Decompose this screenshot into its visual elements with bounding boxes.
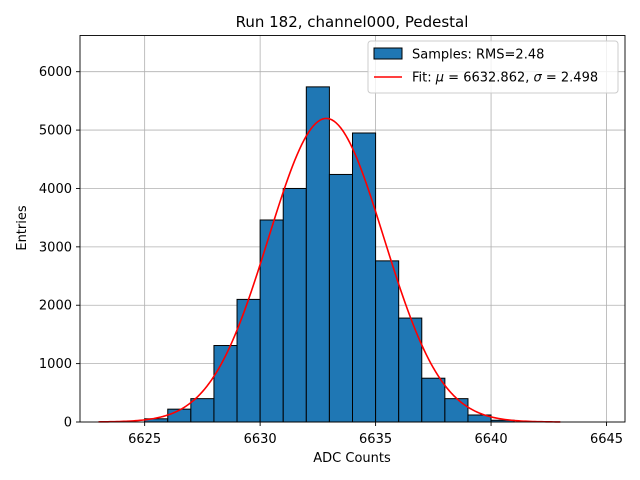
y-tick-label: 0 (64, 416, 72, 431)
histogram-bar (259, 219, 284, 423)
fit-label-prefix: Fit: (412, 71, 436, 86)
x-axis-ticks: 6625 6630 6635 6640 6645 (128, 422, 623, 447)
histogram-bars (144, 86, 515, 423)
histogram-bar (375, 260, 400, 423)
fit-mu-value: = 6632.862, (444, 71, 533, 86)
fit-mu-symbol: μ (435, 71, 444, 86)
legend-fit-label: Fit: μ = 6632.862, σ = 2.498 (412, 71, 598, 86)
x-axis-label: ADC Counts (313, 451, 391, 466)
x-tick-label: 6640 (475, 432, 508, 447)
legend-bar-swatch (373, 47, 403, 60)
legend-samples-label: Samples: RMS=2.48 (412, 48, 544, 63)
y-axis-ticks: 0 1000 2000 3000 4000 5000 6000 (39, 65, 80, 431)
x-tick-label: 6630 (244, 432, 277, 447)
histogram-bar (328, 173, 353, 423)
histogram-bar (305, 86, 330, 423)
histogram-bar (421, 377, 446, 423)
legend-box (367, 40, 619, 94)
histogram-bar (444, 398, 469, 423)
legend: Samples: RMS=2.48 Fit: μ = 6632.862, σ =… (367, 40, 619, 94)
histogram-bar (398, 317, 423, 423)
y-tick-label: 2000 (39, 299, 72, 314)
y-tick-label: 5000 (39, 124, 72, 139)
x-tick-label: 6645 (590, 432, 623, 447)
histogram-bar (190, 398, 215, 423)
x-tick-label: 6635 (359, 432, 392, 447)
fit-sigma-symbol: σ (534, 71, 543, 86)
y-tick-label: 1000 (39, 357, 72, 372)
y-tick-label: 6000 (39, 65, 72, 80)
fit-curve (98, 117, 561, 423)
y-tick-label: 4000 (39, 182, 72, 197)
plot-frame (79, 35, 626, 423)
histogram-bar (236, 298, 261, 423)
chart-title: Run 182, channel000, Pedestal (236, 13, 469, 31)
fit-sigma-value: = 2.498 (542, 71, 598, 86)
histogram-bar (282, 187, 307, 423)
histogram-bar (167, 408, 192, 423)
y-axis-label: Entries (15, 205, 30, 251)
x-tick-label: 6625 (128, 432, 161, 447)
y-tick-label: 3000 (39, 240, 72, 255)
